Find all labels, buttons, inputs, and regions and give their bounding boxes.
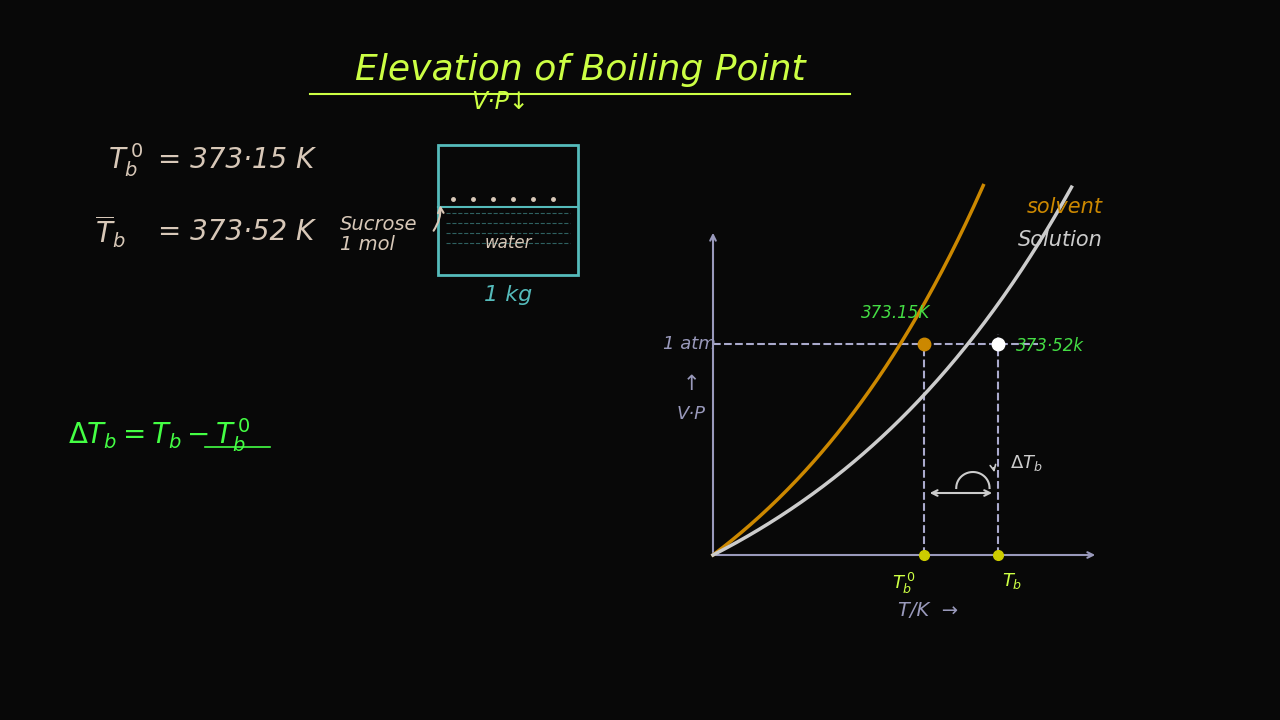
Text: $T_b$: $T_b$ (1002, 571, 1023, 591)
Text: $T_b^{\,0}$: $T_b^{\,0}$ (108, 141, 143, 179)
Text: = 373·52 K: = 373·52 K (157, 218, 315, 246)
Text: $T_b^{\,0}$: $T_b^{\,0}$ (892, 571, 916, 596)
Text: ↑: ↑ (682, 374, 700, 394)
Text: 1 mol: 1 mol (340, 235, 394, 254)
Text: 1 atm: 1 atm (663, 336, 716, 354)
Text: water: water (484, 233, 531, 251)
Text: 373.15K: 373.15K (861, 304, 931, 323)
Bar (438, 145, 579, 275)
Text: solvent: solvent (1027, 197, 1103, 217)
Text: 373·52k: 373·52k (1016, 337, 1084, 355)
Text: V·P: V·P (677, 405, 705, 423)
Text: Elevation of Boiling Point: Elevation of Boiling Point (355, 53, 805, 87)
Text: $\Delta T_b = T_b - T_b^{\,0}$: $\Delta T_b = T_b - T_b^{\,0}$ (68, 416, 251, 454)
Text: $\Delta T_b$: $\Delta T_b$ (1010, 453, 1043, 473)
Text: Solution: Solution (1018, 230, 1103, 250)
Text: = 373·15 K: = 373·15 K (157, 146, 315, 174)
Text: 1 kg: 1 kg (484, 285, 532, 305)
Text: $\overline{T}_b$: $\overline{T}_b$ (95, 214, 125, 251)
Text: T/K  →: T/K → (899, 600, 957, 619)
Text: Sucrose: Sucrose (340, 215, 417, 235)
Text: V·P↓: V·P↓ (471, 90, 529, 114)
